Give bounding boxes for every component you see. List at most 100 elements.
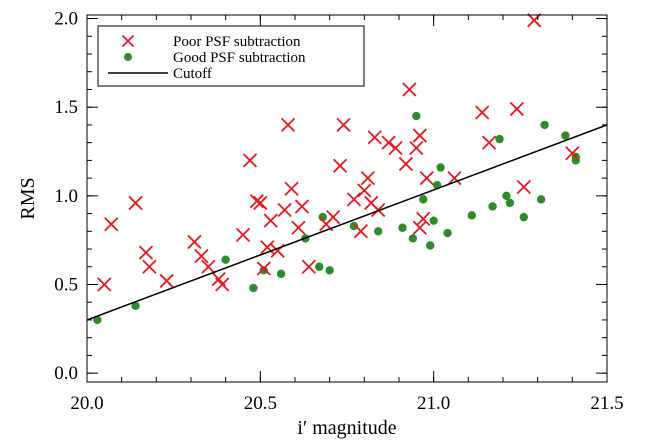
poor-point — [357, 183, 372, 198]
x-stroke — [301, 259, 317, 274]
poor-point — [447, 170, 462, 186]
x-stroke — [381, 135, 396, 150]
poor-point — [142, 259, 157, 274]
x-stroke — [346, 192, 362, 207]
x-stroke — [260, 240, 275, 255]
x-stroke — [516, 179, 531, 195]
poor-point — [475, 105, 490, 120]
x-stroke — [475, 105, 490, 120]
poor-point — [419, 170, 434, 186]
x-stroke — [509, 101, 525, 117]
poor-point — [509, 101, 525, 117]
poor-point — [235, 227, 251, 242]
good-point — [495, 134, 504, 144]
x-stroke — [235, 227, 251, 242]
poor-point — [301, 259, 317, 274]
legend-x-marker — [121, 34, 135, 48]
poor-point — [360, 170, 375, 186]
x-stroke — [447, 170, 462, 186]
x-stroke — [367, 130, 382, 145]
good-point — [249, 283, 258, 293]
poor-point — [294, 199, 310, 214]
poor-point — [367, 130, 382, 145]
x-stroke — [416, 211, 431, 227]
x-stroke — [97, 277, 112, 292]
x-stroke — [357, 183, 372, 198]
poor-point — [277, 202, 292, 218]
x-stroke — [291, 220, 306, 235]
y-tick-label: 0.5 — [54, 274, 78, 295]
legend-marker-poor — [121, 34, 135, 48]
x-stroke — [256, 261, 271, 276]
poor-point — [402, 82, 417, 97]
good-point — [519, 212, 528, 222]
poor-point — [104, 217, 119, 232]
poor-point — [187, 234, 202, 250]
good-point — [426, 241, 435, 250]
good-point — [398, 223, 407, 232]
good-point — [443, 228, 452, 238]
poor-point — [516, 179, 531, 195]
poor-point — [336, 117, 351, 133]
x-stroke — [121, 34, 135, 48]
poor-point — [412, 128, 427, 143]
x-stroke — [104, 217, 119, 232]
good-point — [561, 131, 570, 140]
poor-point — [346, 192, 362, 207]
good-point — [419, 195, 428, 204]
legend-marker-good — [124, 53, 132, 61]
legend-box — [97, 25, 365, 87]
x-stroke — [481, 135, 497, 150]
good-point — [540, 120, 549, 130]
x-stroke — [364, 195, 379, 211]
y-tick-label: 1.0 — [54, 186, 78, 207]
good-point — [276, 269, 286, 279]
x-stroke — [402, 82, 417, 97]
poor-point — [256, 261, 271, 276]
poor-point — [215, 277, 230, 292]
legend-label-poor: Poor PSF subtraction — [173, 34, 301, 50]
good-point — [221, 255, 230, 264]
x-stroke — [242, 153, 258, 168]
x-stroke — [412, 220, 427, 235]
x-stroke — [201, 259, 216, 274]
good-point — [412, 111, 421, 121]
x-stroke — [253, 195, 268, 211]
poor-point — [159, 273, 174, 289]
poor-point — [412, 220, 427, 235]
good-point — [349, 221, 359, 231]
x-stroke — [325, 209, 341, 225]
x-stroke — [336, 117, 351, 133]
poor-point — [138, 245, 154, 260]
legend-label-cutoff: Cutoff — [173, 66, 212, 82]
good-point — [467, 211, 476, 220]
cutoff-line — [86, 124, 608, 321]
x-stroke — [211, 272, 226, 287]
poor-point — [388, 140, 403, 156]
axis-ticks — [86, 15, 608, 382]
poor-point — [398, 156, 414, 172]
x-stroke — [284, 181, 299, 196]
x-tick-label: 20.5 — [244, 393, 277, 414]
x-stroke — [527, 13, 542, 28]
y-tick-label: 1.5 — [54, 97, 78, 118]
poor-point — [325, 209, 341, 225]
x-stroke — [565, 146, 580, 161]
x-stroke — [398, 156, 414, 172]
x-stroke — [388, 140, 403, 156]
axis-tick-labels: 20.0 20.5 21.0 21.5 0.0 0.5 1.0 1.5 2.0 — [54, 9, 623, 414]
legend-label-good: Good PSF subtraction — [173, 50, 306, 66]
y-tick-label: 0.0 — [54, 363, 78, 384]
y-tick-label: 2.0 — [54, 9, 78, 30]
x-stroke — [159, 273, 174, 289]
good-point — [259, 266, 268, 275]
x-stroke — [128, 195, 143, 211]
x-stroke — [409, 140, 424, 156]
x-axis-label: i′ magnitude — [297, 417, 396, 439]
poor-point — [416, 211, 431, 227]
poor-point — [481, 135, 497, 150]
poor-points-group — [97, 13, 580, 292]
good-point — [429, 216, 438, 225]
x-stroke — [277, 202, 292, 218]
